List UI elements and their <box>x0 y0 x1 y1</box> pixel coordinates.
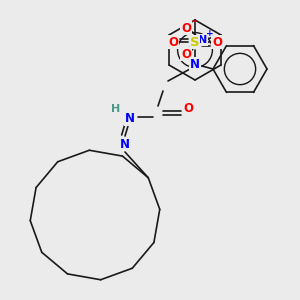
Text: N: N <box>190 58 200 70</box>
Text: O: O <box>183 103 193 116</box>
Text: O: O <box>181 47 191 61</box>
Text: N: N <box>198 35 208 45</box>
Text: O: O <box>181 22 191 34</box>
Text: N: N <box>125 112 135 125</box>
Text: N: N <box>120 137 130 151</box>
Text: O: O <box>168 35 178 49</box>
Text: O: O <box>212 35 222 49</box>
Text: H: H <box>111 104 121 114</box>
Text: S: S <box>190 35 200 49</box>
Text: +: + <box>206 29 214 38</box>
Text: -: - <box>191 14 196 28</box>
